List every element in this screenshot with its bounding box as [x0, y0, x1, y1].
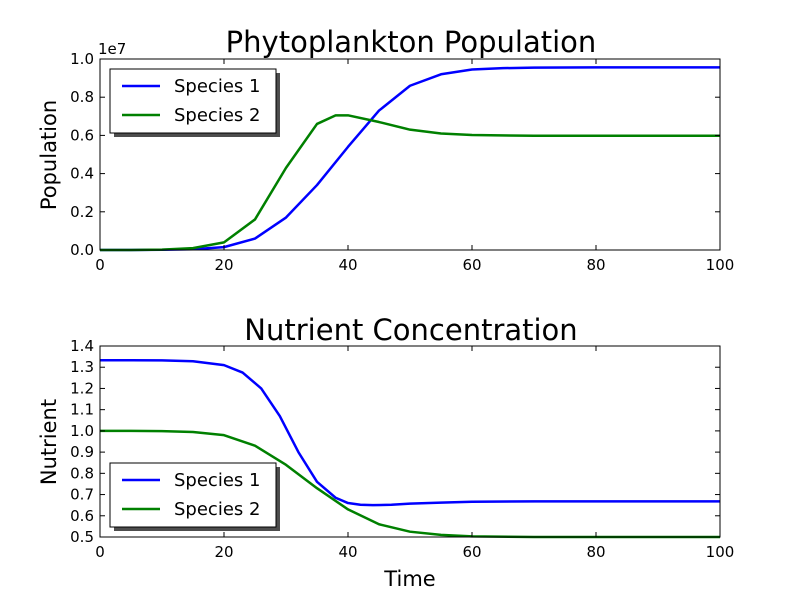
y-tick-label: 1.2 — [70, 379, 94, 397]
y-tick-label: 1.0 — [70, 422, 94, 440]
legend-label-species-1: Species 1 — [174, 76, 260, 97]
chart-title: Nutrient Concentration — [244, 313, 577, 347]
plot-frame — [99, 345, 721, 538]
y-tick-label: 0.6 — [70, 126, 94, 144]
x-tick-label: 80 — [586, 543, 605, 561]
chart-title: Phytoplankton Population — [226, 25, 597, 59]
y-axis-label: Population — [37, 100, 61, 210]
y-tick-label: 0.5 — [70, 528, 94, 546]
x-tick-label: 60 — [462, 256, 481, 274]
x-axis-label: Time — [383, 567, 435, 591]
y-tick-label: 1.1 — [70, 401, 94, 419]
y-axis-label: Nutrient — [37, 399, 61, 485]
x-tick-label: 100 — [706, 256, 735, 274]
y-tick-label: 0.0 — [70, 241, 94, 259]
y-offset-label: 1e7 — [98, 40, 126, 58]
legend-box — [109, 68, 277, 134]
x-tick-label: 40 — [338, 543, 357, 561]
legend-label-species-2: Species 2 — [174, 105, 260, 126]
legend: Species 1 Species 2 — [109, 462, 280, 531]
y-tick-label: 0.8 — [70, 88, 94, 106]
y-tick-label: 1.0 — [70, 50, 94, 68]
x-tick-label: 60 — [462, 543, 481, 561]
legend-label-species-1: Species 1 — [174, 470, 260, 491]
legend: Species 1 Species 2 — [109, 68, 280, 137]
y-tick-label: 0.4 — [70, 165, 94, 183]
legend-box — [109, 462, 277, 528]
x-tick-label: 0 — [95, 543, 105, 561]
plot-frame — [99, 58, 721, 251]
series-line-1 — [100, 358, 720, 507]
y-tick-label: 0.9 — [70, 443, 94, 461]
x-tick-label: 20 — [214, 256, 233, 274]
y-tick-label: 1.3 — [70, 358, 94, 376]
subplot-phytoplankton: Phytoplankton Population 1e7 Population … — [37, 25, 734, 274]
x-tick-label: 40 — [338, 256, 357, 274]
x-tick-label: 20 — [214, 543, 233, 561]
y-tick-label: 0.2 — [70, 203, 94, 221]
x-tick-label: 100 — [706, 543, 735, 561]
x-tick-label: 0 — [95, 256, 105, 274]
y-tick-label: 0.8 — [70, 464, 94, 482]
y-tick-label: 0.7 — [70, 486, 94, 504]
legend-label-species-2: Species 2 — [174, 499, 260, 520]
series-line-2 — [100, 114, 720, 252]
y-tick-label: 1.4 — [70, 337, 94, 355]
subplot-nutrient: Nutrient Concentration Nutrient Time 0 20… — [37, 313, 734, 591]
y-tick-label: 0.6 — [70, 507, 94, 525]
x-tick-label: 80 — [586, 256, 605, 274]
